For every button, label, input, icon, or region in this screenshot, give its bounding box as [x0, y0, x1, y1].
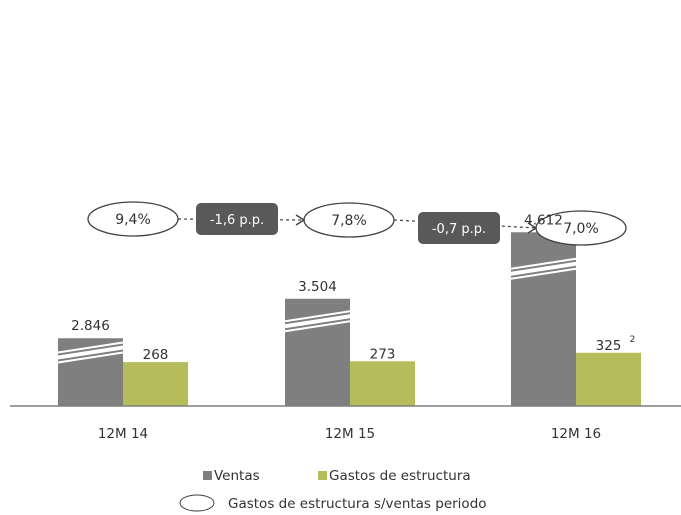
gastos-bar — [123, 362, 188, 406]
ventas-value-label: 3.504 — [298, 279, 337, 295]
axis-break-gap — [285, 314, 350, 329]
axis-break-line — [284, 310, 351, 323]
ventas-value-label: 2.846 — [71, 318, 110, 334]
change-arrow-head — [295, 214, 306, 226]
change-arrow-head — [527, 222, 538, 234]
legend-swatch-ventas — [203, 471, 212, 480]
legend-label-ratio: Gastos de estructura s/ventas periodo — [228, 496, 487, 512]
gastos-bar — [576, 352, 641, 406]
ventas-value-label: 4.612 — [524, 212, 563, 228]
axis-break-gap — [511, 261, 576, 276]
legend-label-ventas: Ventas — [214, 468, 260, 484]
change-pill-label: -0,7 p.p. — [432, 222, 486, 237]
change-pill — [196, 203, 278, 235]
ventas-bar — [511, 232, 576, 406]
footnote-marker: 2 — [630, 335, 636, 345]
change-pill — [418, 212, 500, 244]
axis-break-line — [284, 320, 351, 333]
ratio-value-label: 9,4% — [115, 212, 151, 228]
gastos-value-label: 325 — [596, 338, 622, 354]
x-tick-label: 12M 15 — [325, 426, 375, 442]
legend: Ventas Gastos de estructura Gastos de estr… — [179, 468, 487, 512]
legend-ellipse-icon — [179, 494, 215, 512]
ventas-bar — [285, 298, 350, 406]
axis-break-gap — [58, 345, 123, 360]
legend-swatch-gastos — [318, 471, 327, 480]
connectors-layer: 9,4% 7,8% 7,0% -1,6 p.p. -0,7 p.p. — [87, 201, 627, 246]
legend-label-gastos: Gastos de estructura — [329, 468, 471, 484]
axis-break-line — [57, 341, 124, 354]
axis-break-line — [510, 267, 577, 280]
labels-layer: 2.846 268 3.504 273 4.612 325 2 — [71, 212, 635, 363]
gastos-value-label: 273 — [370, 346, 396, 362]
axis-break-line — [510, 257, 577, 270]
bars-layer — [57, 232, 641, 406]
ratio-value-label: 7,0% — [563, 221, 599, 237]
axis-break-line — [57, 351, 124, 364]
ratio-value-label: 7,8% — [331, 213, 367, 229]
change-pill-label: -1,6 p.p. — [210, 213, 264, 228]
x-tick-label: 12M 16 — [551, 426, 601, 442]
x-tick-labels: 12M 14 12M 15 12M 16 — [98, 426, 601, 442]
x-tick-label: 12M 14 — [98, 426, 148, 442]
gastos-value-label: 268 — [143, 347, 169, 363]
gastos-bar — [350, 361, 415, 406]
